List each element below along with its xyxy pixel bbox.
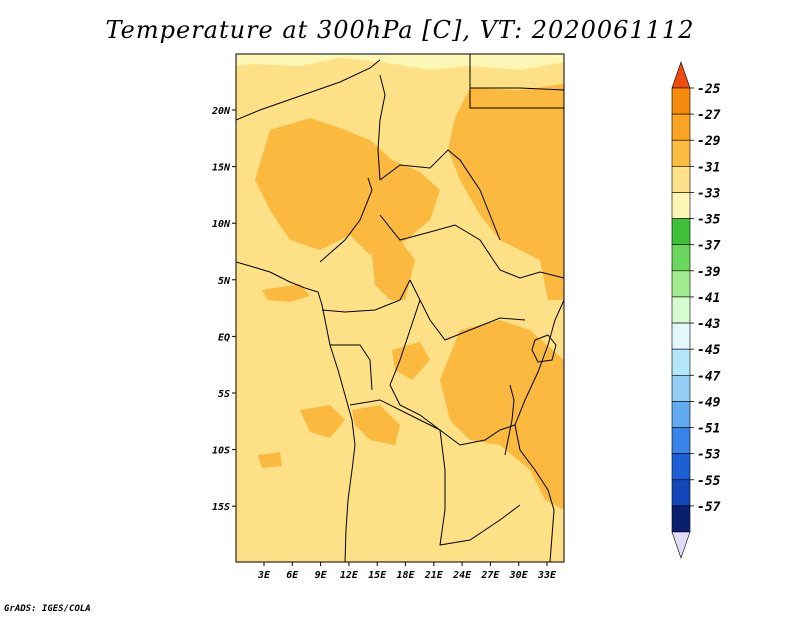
x-tick-label: 15E (368, 570, 387, 581)
warm-region-ocean-2 (258, 452, 282, 468)
colorbar-label: -43 (697, 317, 721, 332)
y-tick-label: 5N (218, 276, 231, 287)
warm-region-coast (262, 284, 310, 302)
border-car (379, 214, 564, 279)
warm-region-angola (352, 405, 400, 445)
x-tick-label: 21E (424, 570, 444, 581)
colorbar-label: -49 (697, 395, 721, 410)
x-tick-label: 12E (340, 570, 359, 581)
x-tick-label: 6E (286, 570, 299, 581)
colorbar-label: -51 (697, 422, 720, 437)
colorbar-top-triangle (671, 61, 691, 89)
warm-region-central (372, 240, 415, 300)
warm-region-ocean-1 (300, 405, 345, 438)
colorbar-label: -39 (697, 265, 721, 280)
border-drc (389, 279, 526, 446)
colorbar-swatch (671, 139, 691, 167)
colorbar-swatch (671, 113, 691, 141)
cool-region-north (236, 54, 564, 70)
colorbar-label: -35 (697, 213, 721, 228)
colorbar-swatch (671, 374, 691, 402)
x-tick-label: 18E (396, 570, 415, 581)
border-chad (379, 149, 501, 241)
warm-region-lake (392, 342, 430, 380)
colorbar-swatch (671, 166, 691, 193)
colorbar-label: -29 (697, 134, 721, 149)
colorbar: -25 -27 -29 -31 -33 -35 -37 -39 -41 -43 -45 -47 -49 -… (671, 61, 721, 559)
warm-region-sahel (255, 118, 440, 255)
colorbar-swatch (671, 427, 691, 454)
colorbar-label: -55 (697, 474, 721, 489)
border-gulf (319, 177, 411, 391)
coastlines-borders (236, 54, 564, 562)
x-tick-label: 33E (537, 570, 557, 581)
warm-region-rift (440, 320, 564, 510)
y-tick-label: 10S (212, 446, 230, 457)
colorbar-swatch (671, 401, 691, 428)
colorbar-label: -37 (697, 239, 721, 254)
warm-region-east (448, 84, 564, 300)
colorbar-swatch (671, 270, 691, 298)
x-tick-label: 24E (452, 570, 472, 581)
colorbar-label: -53 (697, 448, 721, 463)
map-title: Temperature at 300hPa [C], VT: 202006111… (105, 16, 695, 44)
colorbar-swatch (671, 453, 691, 481)
y-tick-label: EQ (218, 332, 230, 343)
x-tick-label: 30E (509, 570, 529, 581)
border-angola (349, 399, 521, 546)
colorbar-bottom-triangle (671, 531, 691, 559)
colorbar-label: -25 (697, 82, 721, 97)
colorbar-label: -57 (697, 500, 721, 515)
x-tick-label: 27E (480, 570, 500, 581)
map-frame (235, 53, 565, 563)
colorbar-swatch (671, 244, 691, 272)
colorbar-label: -41 (697, 291, 720, 306)
colorbar-swatch (671, 348, 691, 376)
colorbar-swatch (671, 192, 691, 219)
longitude-ticks: 3E 6E 9E 12E 15E 18E 21E 24E 27E 30E 33E (257, 562, 557, 581)
colorbar-label: -47 (697, 369, 721, 384)
colorbar-swatch (671, 322, 691, 350)
y-tick-label: 15N (212, 163, 231, 174)
x-tick-label: 3E (257, 570, 271, 581)
y-tick-label: 5S (218, 389, 230, 400)
colorbar-label: -33 (697, 186, 721, 201)
colorbar-swatch (671, 218, 691, 246)
colorbar-label: -31 (697, 160, 720, 175)
colorbar-swatch (671, 296, 691, 324)
y-tick-label: 10N (212, 219, 231, 230)
lake-victoria (531, 334, 557, 363)
latitude-ticks: 20N 15N 10N 5N EQ 5S 10S 15S (211, 106, 236, 513)
colorbar-swatch (671, 479, 691, 507)
x-tick-label: 9E (315, 570, 328, 581)
border-north (236, 54, 564, 181)
y-tick-label: 20N (211, 106, 231, 117)
colorbar-label: -45 (697, 343, 721, 358)
y-tick-label: 15S (212, 502, 230, 513)
colorbar-swatch (671, 505, 691, 533)
lake-tanganyika (504, 384, 515, 456)
colorbar-label: -27 (697, 108, 721, 123)
grads-credit: GrADS: IGES/COLA (4, 604, 91, 614)
temperature-field (236, 54, 564, 562)
colorbar-swatch (671, 87, 691, 115)
